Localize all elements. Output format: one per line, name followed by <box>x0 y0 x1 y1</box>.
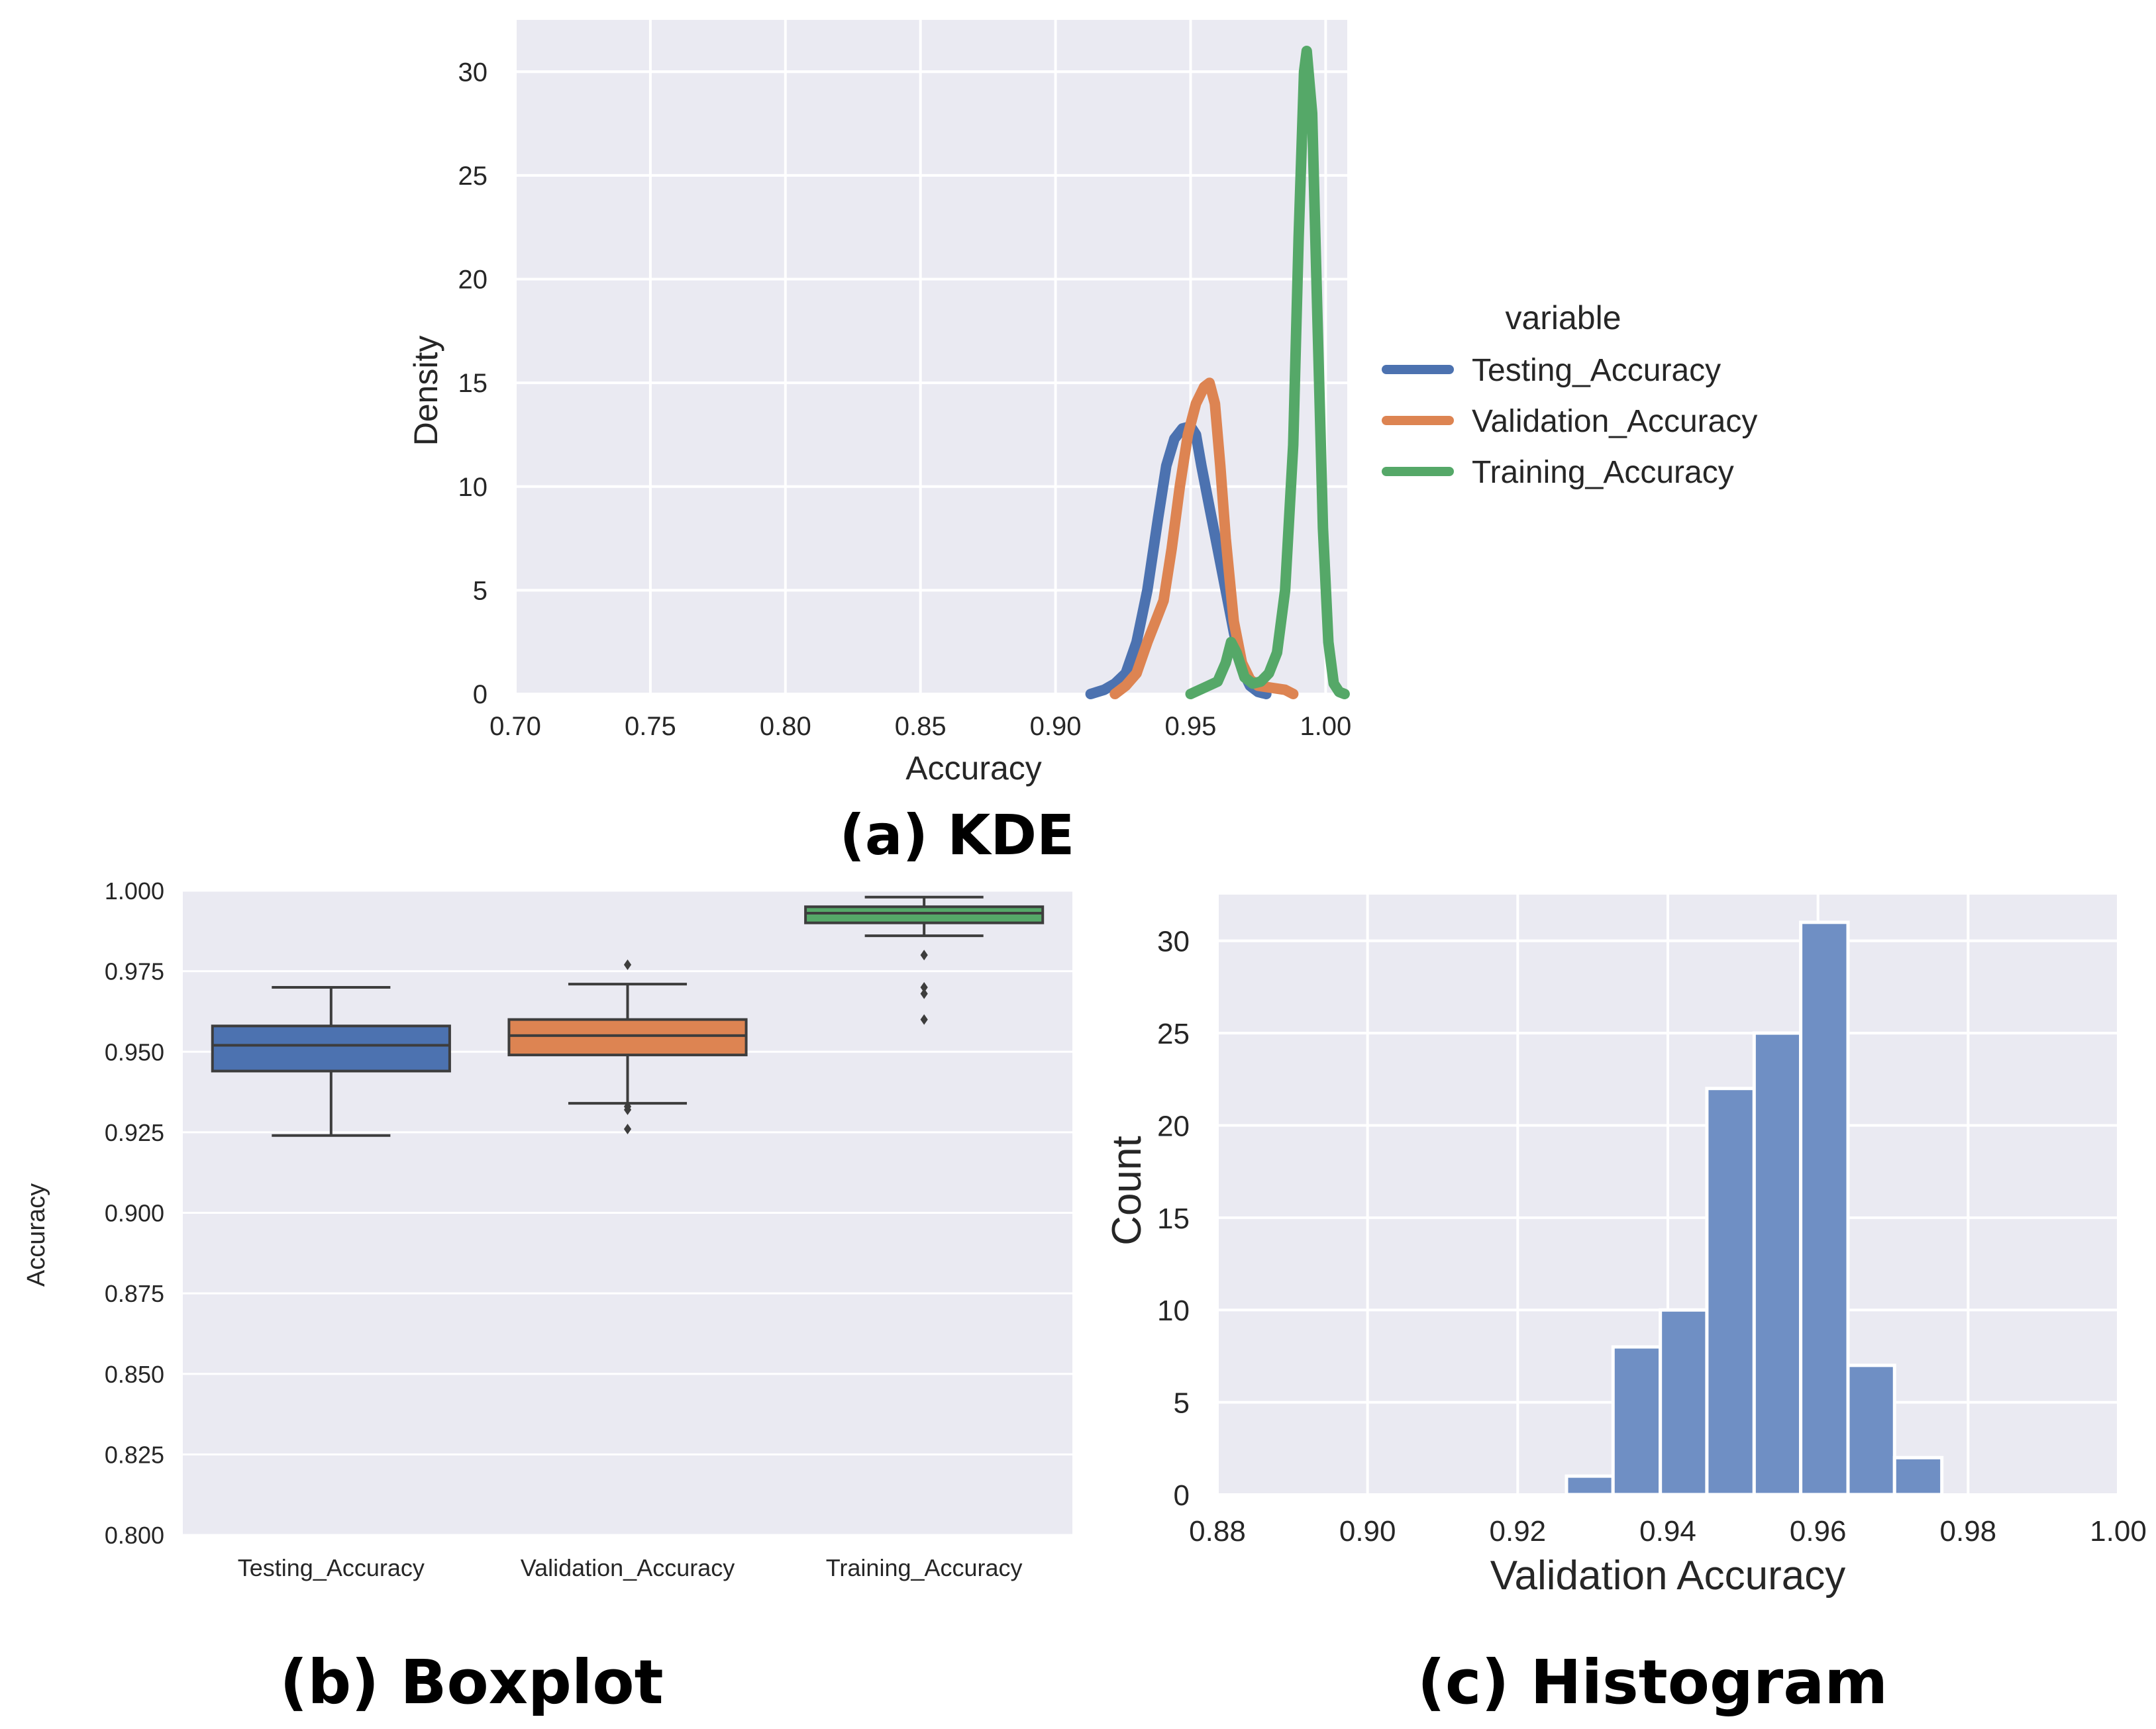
boxplot-x-tick-label: Validation_Accuracy <box>521 1554 735 1581</box>
histogram-y-tick-label: 0 <box>1174 1479 1190 1512</box>
histogram-bar <box>1892 1456 1944 1497</box>
histogram-x-tick-label: 0.98 <box>1940 1515 1997 1548</box>
boxplot-x-tick-labels: Testing_Accuracy Validation_Accuracy Train… <box>238 1554 1023 1581</box>
boxplot-y-tick-label: 0.925 <box>105 1119 164 1146</box>
boxplot-x-tick-label: Testing_Accuracy <box>238 1554 425 1581</box>
histogram-y-axis-label: Count <box>1104 1136 1150 1245</box>
caption-histogram: (c) Histogram <box>1417 1647 1888 1718</box>
boxplot-y-tick-labels: 0.800 0.825 0.850 0.875 0.900 0.925 0.950 0.975… <box>105 877 164 1549</box>
histogram-x-axis-label: Validation Accuracy <box>1490 1553 1845 1599</box>
kde-legend: variable Testing_Accuracy Validation_Accu… <box>1382 299 1757 490</box>
kde-line-training-accuracy <box>1185 46 1350 699</box>
boxplot-outlier-validation-accuracy <box>623 1124 632 1135</box>
histogram-x-tick-label: 0.92 <box>1490 1515 1547 1548</box>
boxplot-outlier-validation-accuracy <box>623 1104 632 1115</box>
boxplot-outlier-training-accuracy <box>920 950 928 961</box>
kde-x-tick-label: 0.70 <box>489 712 541 741</box>
histogram-y-tick-label: 20 <box>1157 1110 1190 1142</box>
histogram-x-tick-label: 0.90 <box>1339 1515 1396 1548</box>
boxplot-y-tick-label: 0.825 <box>105 1441 164 1468</box>
kde-x-axis-label: Accuracy <box>905 750 1042 787</box>
kde-y-tick-label: 5 <box>473 576 488 605</box>
boxplot-y-axis-label: Accuracy <box>23 1183 50 1287</box>
legend-label-training-accuracy: Training_Accuracy <box>1472 455 1734 490</box>
boxplot-boxes <box>211 895 1045 1137</box>
kde-y-tick-label: 0 <box>473 680 488 709</box>
boxplot-box-testing-accuracy <box>211 1024 451 1073</box>
histogram-bar <box>1659 1308 1709 1497</box>
boxplot-y-tick-label: 0.975 <box>105 958 164 985</box>
histogram-bar <box>1846 1363 1896 1497</box>
histogram-y-tick-labels: 0 5 10 15 20 25 30 <box>1157 926 1190 1512</box>
histogram-bars <box>1565 920 1944 1497</box>
histogram-panel: 0.88 0.90 0.92 0.94 0.96 0.98 1.00 0 5 10 15 20 25 3… <box>1104 895 2147 1599</box>
kde-x-tick-label: 0.75 <box>625 712 676 741</box>
kde-y-tick-label: 15 <box>458 369 488 398</box>
boxplot-outlier-training-accuracy <box>920 1014 928 1025</box>
kde-x-tick-label: 0.90 <box>1030 712 1082 741</box>
caption-boxplot: (b) Boxplot <box>280 1647 663 1718</box>
kde-x-tick-label: 0.95 <box>1165 712 1217 741</box>
histogram-x-tick-labels: 0.88 0.90 0.92 0.94 0.96 0.98 1.00 <box>1189 1515 2147 1548</box>
kde-y-tick-labels: 0 5 10 15 20 25 30 <box>458 58 488 709</box>
histogram-x-tick-label: 0.88 <box>1189 1515 1246 1548</box>
boxplot-outlier-training-accuracy <box>920 981 928 993</box>
boxplot-y-tick-label: 1.000 <box>105 877 164 905</box>
kde-x-tick-label: 1.00 <box>1300 712 1351 741</box>
boxplot-box-training-accuracy <box>804 905 1045 924</box>
histogram-x-tick-label: 0.96 <box>1790 1515 1847 1548</box>
kde-y-axis-label: Density <box>407 336 444 446</box>
boxplot-y-tick-label: 0.950 <box>105 1038 164 1065</box>
kde-y-tick-label: 20 <box>458 266 488 295</box>
histogram-bar <box>1565 1474 1615 1497</box>
kde-plot-background <box>515 20 1347 694</box>
boxplot-y-tick-label: 0.875 <box>105 1280 164 1307</box>
histogram-y-tick-label: 25 <box>1157 1018 1190 1050</box>
histogram-bar <box>1611 1345 1663 1497</box>
boxplot-outlier-training-accuracy <box>920 988 928 999</box>
boxplot-y-tick-label: 0.900 <box>105 1200 164 1227</box>
histogram-x-tick-label: 0.94 <box>1639 1515 1696 1548</box>
kde-panel: 0.70 0.75 0.80 0.85 0.90 0.95 1.00 0 5 10 15 20 25 3… <box>407 20 1757 787</box>
kde-x-tick-label: 0.80 <box>760 712 811 741</box>
legend-title: variable <box>1505 299 1621 336</box>
legend-label-validation-accuracy: Validation_Accuracy <box>1472 404 1757 439</box>
caption-kde: (a) KDE <box>840 803 1075 867</box>
boxplot-box-validation-accuracy <box>507 1018 748 1057</box>
histogram-y-tick-label: 30 <box>1157 926 1190 958</box>
legend-label-testing-accuracy: Testing_Accuracy <box>1472 353 1721 388</box>
histogram-bar <box>1752 1031 1803 1497</box>
kde-series-lines <box>1085 46 1350 699</box>
kde-x-tick-label: 0.85 <box>895 712 947 741</box>
kde-y-tick-label: 30 <box>458 58 488 87</box>
boxplot-y-tick-label: 0.850 <box>105 1361 164 1388</box>
histogram-bar <box>1799 920 1850 1497</box>
boxplot-y-tick-label: 0.800 <box>105 1522 164 1549</box>
histogram-bar <box>1705 1087 1756 1497</box>
histogram-y-tick-label: 10 <box>1157 1295 1190 1327</box>
histogram-y-tick-label: 5 <box>1174 1387 1190 1420</box>
kde-x-tick-labels: 0.70 0.75 0.80 0.85 0.90 0.95 1.00 <box>489 712 1351 741</box>
boxplot-panel: Testing_Accuracy Validation_Accuracy Train… <box>23 877 1072 1581</box>
histogram-y-tick-label: 15 <box>1157 1203 1190 1235</box>
kde-y-tick-label: 25 <box>458 162 488 191</box>
kde-y-tick-label: 10 <box>458 473 488 502</box>
boxplot-outlier-validation-accuracy <box>623 959 632 970</box>
boxplot-x-tick-label: Training_Accuracy <box>826 1554 1023 1581</box>
histogram-x-tick-label: 1.00 <box>2090 1515 2147 1548</box>
